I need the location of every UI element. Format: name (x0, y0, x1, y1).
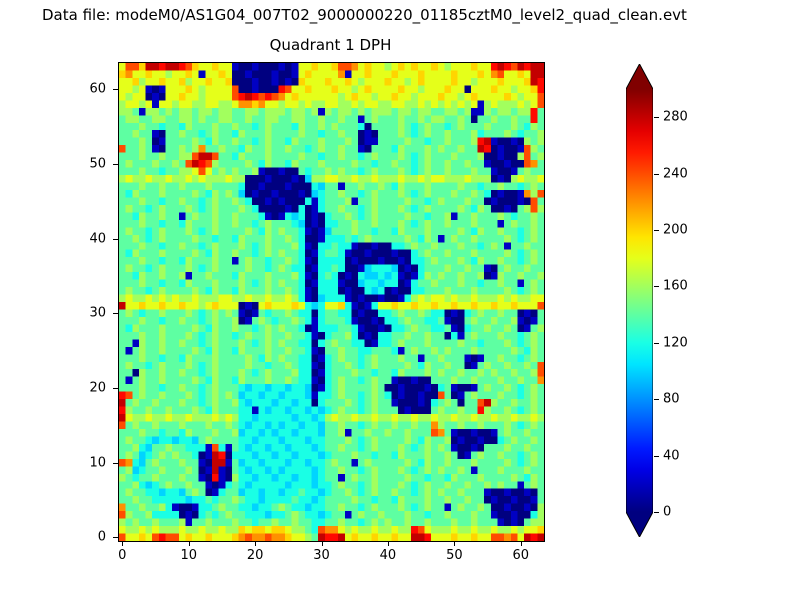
y-tick-label: 30 (89, 305, 106, 321)
colorbar-tick-label: 40 (663, 448, 680, 464)
colorbar-tick-mark (654, 117, 659, 119)
y-tick-mark (113, 462, 118, 464)
x-tick-label: 50 (446, 548, 463, 563)
y-axis-ticks: 0 10 20 30 40 50 60 (0, 63, 118, 545)
x-axis-ticks: 0 10 20 30 40 50 60 (118, 541, 544, 565)
x-tick-label: 60 (512, 548, 530, 563)
colorbar-tick-label: 240 (663, 166, 688, 182)
heatmap-canvas (119, 63, 544, 541)
colorbar (626, 64, 653, 537)
colorbar-tick-label: 200 (663, 222, 688, 238)
x-tick-label: 30 (313, 548, 330, 563)
x-tick-mark (122, 541, 124, 546)
colorbar-tick-label: 280 (663, 109, 688, 125)
y-tick-mark (113, 387, 118, 389)
x-tick-mark (255, 541, 257, 546)
x-tick-mark (188, 541, 190, 546)
colorbar-tick-mark (654, 173, 659, 175)
x-tick-mark (321, 541, 323, 546)
y-tick-mark (113, 537, 118, 539)
y-tick-label: 20 (89, 380, 106, 396)
y-tick-label: 0 (97, 529, 106, 545)
x-tick-mark (454, 541, 456, 546)
x-tick-label: 0 (118, 548, 127, 563)
colorbar-tick-mark (654, 342, 659, 344)
plot-title: Quadrant 1 DPH (269, 36, 392, 54)
colorbar-gradient (626, 64, 653, 537)
y-tick-mark (113, 313, 118, 315)
y-tick-mark (113, 89, 118, 91)
colorbar-tick-label: 120 (663, 335, 688, 351)
colorbar-tick-mark (654, 455, 659, 457)
x-tick-mark (520, 541, 522, 546)
y-tick-mark (113, 163, 118, 165)
y-tick-label: 60 (89, 81, 106, 97)
x-tick-mark (387, 541, 389, 546)
x-tick-label: 10 (180, 548, 197, 563)
x-tick-label: 40 (379, 548, 397, 563)
y-tick-mark (113, 238, 118, 240)
colorbar-tick-mark (654, 512, 659, 513)
colorbar-tick-label: 0 (663, 504, 672, 520)
colorbar-tick-mark (654, 286, 659, 288)
colorbar-tick-mark (654, 399, 659, 401)
colorbar-tick-mark (654, 230, 659, 231)
colorbar-tick-label: 80 (663, 391, 680, 407)
data-file-label: Data file: modeM0/AS1G04_007T02_90000002… (42, 6, 687, 24)
y-tick-label: 50 (89, 156, 106, 172)
x-tick-label: 20 (246, 548, 264, 563)
axes-frame (118, 62, 545, 542)
y-tick-label: 10 (89, 455, 106, 471)
colorbar-tick-label: 160 (663, 278, 688, 294)
y-tick-label: 40 (89, 231, 106, 247)
